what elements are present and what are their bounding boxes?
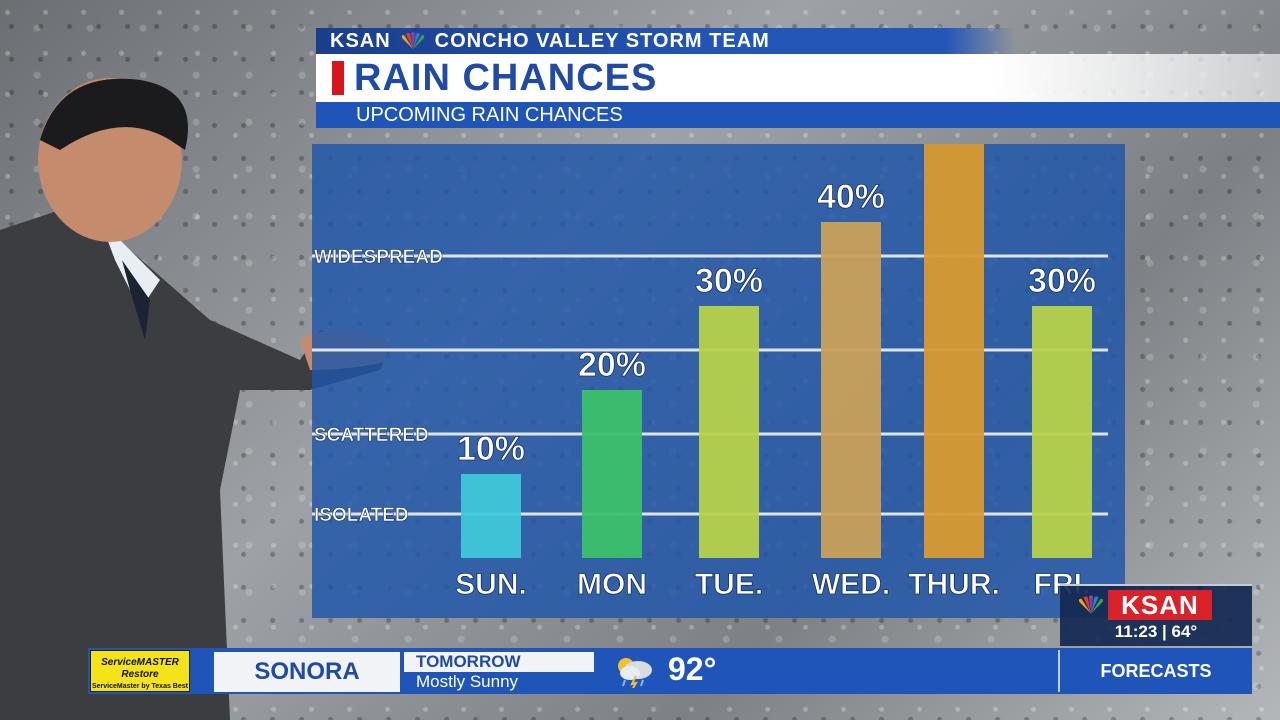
tomorrow-label: TOMORROW [404,652,594,672]
gridline-label: ISOLATED [314,505,409,526]
subtitle-bar: UPCOMING RAIN CHANCES [316,102,1280,128]
station-banner: KSAN CONCHO VALLEY STORM TEAM [316,28,1016,54]
peacock-logo-icon [1078,595,1104,614]
forecast-condition: Mostly Sunny [416,672,519,691]
team-name: CONCHO VALLEY STORM TEAM [434,29,770,52]
data-label: 30% [695,262,763,300]
title-accent [332,61,344,95]
bar [924,144,984,558]
gridline-label: SCATTERED [314,425,429,446]
bar [1032,306,1092,558]
current-temp: 64° [1171,622,1198,641]
gridline-label: WIDESPREAD [314,247,443,268]
sponsor-logo: ServiceMASTER Restore ServiceMaster by T… [90,650,190,692]
time-temp-readout: 11:23 | 64° [1060,622,1252,642]
bar [699,306,759,558]
category-label: WED. [812,568,890,601]
data-label: 20% [578,346,646,384]
sponsor-tagline: ServiceMaster by Texas Best [92,683,188,690]
category-label: THUR. [908,568,1000,601]
city-name: SONORA [214,652,400,692]
station-logo: KSAN [1108,590,1212,620]
data-label: 10% [457,430,525,468]
bar [821,222,881,558]
forecast-temperature: 92° [668,651,717,687]
clock-time: 11:23 [1114,622,1158,641]
sponsor-name: ServiceMASTER [101,657,179,668]
rain-chance-chart: ISOLATED SCATTERED WIDESPREAD 10% SUN. 20% MON… [312,144,1108,601]
category-label: MON [577,568,647,601]
page-subtitle: UPCOMING RAIN CHANCES [356,103,623,126]
station-prefix: KSAN [330,29,391,52]
bar [582,390,642,558]
category-label: SUN. [455,568,527,601]
page-title: RAIN CHANCES [354,56,658,99]
cloud-rain-sun-icon [618,658,652,688]
category-label: TUE. [695,568,763,601]
title-bar: RAIN CHANCES [316,54,1280,102]
data-label: 30% [1028,262,1096,300]
data-label: 40% [817,178,885,216]
chart-panel: ISOLATED SCATTERED WIDESPREAD 10% SUN. 20% MON… [312,144,1125,618]
presenter-figure [0,78,390,720]
section-label: FORECASTS [1058,650,1252,692]
separator: | [1162,622,1172,641]
sponsor-sub: Restore [121,669,159,680]
bar [461,474,521,558]
peacock-icon [401,32,424,49]
